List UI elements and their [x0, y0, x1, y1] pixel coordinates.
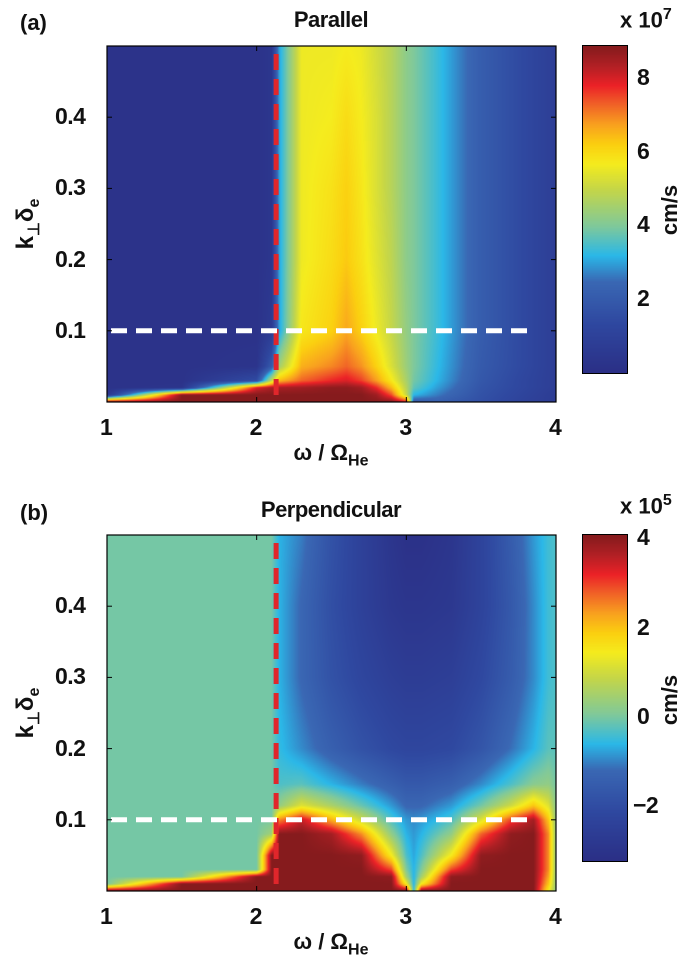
colorbar-unit-a: cm/s — [657, 184, 682, 236]
x-tick-label: 3 — [399, 414, 412, 440]
y-label-delta: δ — [12, 696, 40, 712]
x-axis-label-a: ω / ΩHe — [293, 440, 368, 470]
x-tick-label: 2 — [249, 414, 263, 440]
y-label-k: k — [12, 236, 40, 250]
colorbar-exponent-b: x 105 — [620, 492, 672, 519]
colorbar-tick-label: 2 — [637, 284, 650, 311]
chart-title-b: Perpendicular — [260, 497, 402, 522]
colorbar-b — [582, 534, 628, 862]
y-axis-label-b: k⊥δe — [12, 688, 44, 739]
y-label-delta: δ — [12, 207, 40, 223]
x-tick-label: 4 — [549, 414, 562, 440]
colorbar-a — [582, 45, 628, 374]
colorbar-tick-label: 4 — [637, 524, 650, 551]
colorbar-tick-label: 2 — [637, 613, 650, 640]
y-tick-label: 0.2 — [55, 734, 86, 761]
y-tick-label: 0.2 — [55, 245, 86, 272]
x-tick-label: 1 — [100, 903, 113, 929]
exponent-power: 5 — [662, 492, 672, 509]
y-tick-label: 0.4 — [55, 103, 86, 130]
y-label-k: k — [12, 725, 40, 739]
colorbar-unit-b: cm/s — [657, 674, 682, 726]
exponent-base: x 10 — [620, 7, 663, 33]
x-tick-label: 2 — [249, 903, 263, 929]
overlay-b — [106, 534, 557, 892]
y-tick-label: 0.3 — [55, 174, 86, 201]
panel-label-b: (b) — [20, 500, 49, 525]
colorbar-tick-label: 8 — [637, 64, 650, 91]
x-axis-label-sub: He — [348, 452, 369, 470]
colorbar-tick-label: 0 — [637, 703, 650, 730]
colorbar-exponent-a: x 107 — [620, 6, 672, 33]
exponent-base: x 10 — [620, 493, 663, 519]
colorbar-tick-label: 6 — [637, 137, 650, 164]
colorbar-tick-label: 4 — [637, 211, 650, 238]
y-tick-label: 0.1 — [55, 805, 86, 832]
x-axis-label-main: ω / Ω — [293, 440, 349, 465]
heatmap-b — [107, 535, 556, 891]
x-axis-label-sub: He — [348, 941, 369, 959]
y-label-e: e — [25, 687, 43, 697]
plot-frame — [106, 45, 557, 403]
x-tick-label: 4 — [549, 903, 562, 929]
x-tick-label: 3 — [399, 903, 412, 929]
exponent-power: 7 — [662, 6, 672, 23]
panel-label-a: (a) — [20, 10, 47, 35]
overlay-a — [106, 45, 557, 403]
y-tick-label: 0.1 — [55, 316, 86, 343]
y-axis-label-a: k⊥δe — [12, 199, 44, 250]
plot-frame — [106, 534, 557, 892]
heatmap-a — [107, 46, 556, 402]
y-label-e: e — [25, 198, 43, 208]
x-tick-label: 1 — [100, 414, 113, 440]
y-label-perp: ⊥ — [25, 711, 43, 726]
chart-title-a: Parallel — [293, 7, 369, 32]
x-axis-label-b: ω / ΩHe — [293, 929, 368, 959]
y-tick-label: 0.3 — [55, 663, 86, 690]
y-tick-label: 0.4 — [55, 592, 86, 619]
x-axis-label-main: ω / Ω — [293, 929, 349, 954]
colorbar-tick-label: −2 — [633, 792, 659, 819]
y-label-perp: ⊥ — [25, 222, 43, 237]
